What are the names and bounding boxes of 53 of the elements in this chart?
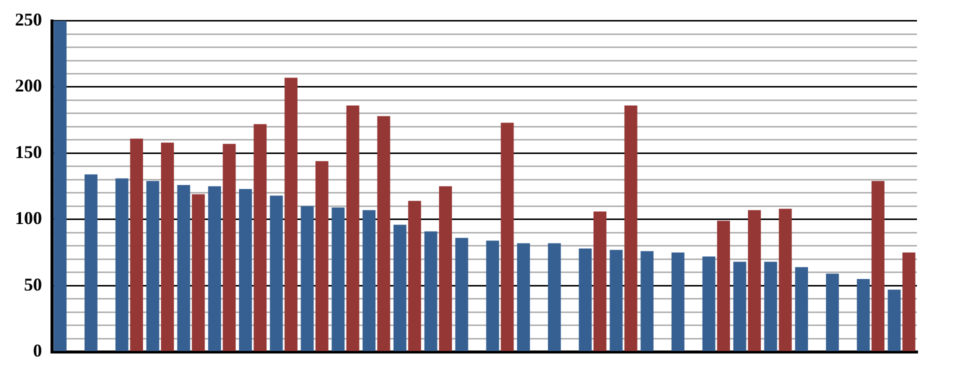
bar bbox=[795, 267, 808, 352]
bar bbox=[548, 243, 561, 352]
bar bbox=[270, 196, 283, 352]
bar bbox=[130, 138, 144, 352]
bar bbox=[764, 262, 778, 352]
bar bbox=[888, 290, 901, 352]
bar bbox=[84, 174, 98, 352]
bar bbox=[594, 211, 606, 352]
bar bbox=[362, 210, 376, 352]
bar bbox=[439, 186, 452, 352]
bar bbox=[222, 144, 236, 352]
bar bbox=[177, 184, 190, 352]
y-tick-label: 200 bbox=[15, 76, 42, 96]
bar bbox=[872, 181, 884, 352]
bar bbox=[161, 142, 174, 352]
bar bbox=[408, 200, 422, 352]
bar bbox=[748, 210, 761, 352]
bar bbox=[208, 186, 222, 352]
bar bbox=[702, 256, 716, 352]
bar bbox=[717, 220, 730, 352]
bar bbox=[733, 262, 746, 352]
bar bbox=[239, 188, 252, 352]
bar bbox=[424, 231, 438, 352]
bar bbox=[610, 250, 623, 352]
bar bbox=[826, 274, 839, 352]
bar bbox=[578, 248, 592, 352]
y-tick-label: 50 bbox=[24, 274, 42, 294]
bar bbox=[455, 238, 468, 352]
y-tick-label: 100 bbox=[15, 208, 42, 228]
bar bbox=[517, 243, 530, 352]
bar bbox=[672, 252, 684, 352]
bar bbox=[54, 20, 67, 352]
bar bbox=[115, 178, 128, 352]
bar bbox=[624, 106, 638, 352]
bar bbox=[332, 207, 345, 352]
bar bbox=[486, 240, 500, 352]
y-tick-label: 0 bbox=[33, 340, 42, 360]
y-tick-label: 150 bbox=[15, 142, 42, 162]
bar bbox=[284, 78, 298, 352]
bar bbox=[902, 252, 916, 352]
bar bbox=[640, 251, 654, 352]
bar bbox=[192, 194, 205, 352]
bar bbox=[393, 224, 406, 352]
bar bbox=[146, 181, 160, 352]
bar bbox=[300, 206, 314, 352]
bar bbox=[254, 124, 267, 352]
bar bbox=[377, 116, 390, 352]
bar bbox=[778, 208, 792, 352]
bar bbox=[856, 278, 870, 352]
bar bbox=[315, 161, 328, 352]
bar bbox=[346, 106, 360, 352]
y-tick-label: 250 bbox=[15, 9, 42, 30]
bar bbox=[500, 122, 514, 352]
